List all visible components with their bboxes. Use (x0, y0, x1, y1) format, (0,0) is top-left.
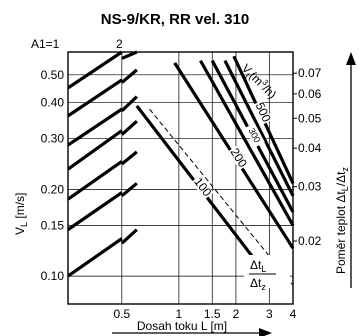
left-tick-label: 0.30 (41, 132, 65, 146)
left-tick-labels: 0.50 0.40 0.30 0.20 0.15 0.10 (41, 68, 65, 283)
right-tick-label: 0.06 (298, 87, 322, 101)
left-tick-label: 0.15 (41, 218, 65, 232)
left-tick-label: 0.20 (41, 182, 65, 196)
a1-1-line (68, 52, 122, 88)
a1-lines (68, 52, 137, 276)
right-tick-label: 0.03 (298, 180, 322, 194)
x-tick-label: 0.5 (113, 307, 130, 321)
x-tick-label: 4 (290, 307, 297, 321)
left-tick-label: 0.10 (41, 269, 65, 283)
x-tick-label: 2 (233, 307, 240, 321)
a1-1-line (68, 161, 122, 199)
left-axis-label: VL [m/s] (13, 193, 29, 235)
right-tick-label: 0.05 (298, 111, 322, 125)
a1-2-line (122, 152, 137, 164)
chart-title: NS-9/KR, RR vel. 310 (101, 11, 249, 28)
right-tick-label: 0.07 (298, 66, 322, 80)
a1-prefix-label: A1=1 (31, 37, 60, 51)
a1-1-line (68, 193, 122, 230)
series-label-100: 100 (191, 175, 214, 200)
x-axis-label: Dosah toku L [m] (137, 319, 227, 333)
a1-2-line (122, 52, 137, 58)
a1-2-line (122, 97, 137, 111)
right-axis-label: Poměr teplot ΔtL/Δtz (334, 167, 350, 274)
a1-2-line (122, 121, 137, 134)
right-tick-label: 0.02 (298, 234, 322, 248)
a1-2-line (122, 230, 137, 244)
x-tick-label: 3 (266, 307, 273, 321)
a1-1-line (68, 80, 122, 116)
left-tick-label: 0.50 (41, 68, 65, 82)
ratio-fraction-label: ΔtL Δtz (244, 255, 290, 292)
a1-2-line (122, 70, 137, 83)
a1-1-line (68, 131, 122, 170)
a1-1-line (68, 239, 122, 277)
a1-second-label: 2 (116, 37, 123, 51)
right-tick-label: 0.04 (298, 141, 322, 155)
a1-1-line (68, 109, 122, 145)
left-tick-label: 0.40 (41, 96, 65, 110)
right-tick-labels: 0.07 0.06 0.05 0.04 0.03 0.02 (293, 66, 322, 248)
